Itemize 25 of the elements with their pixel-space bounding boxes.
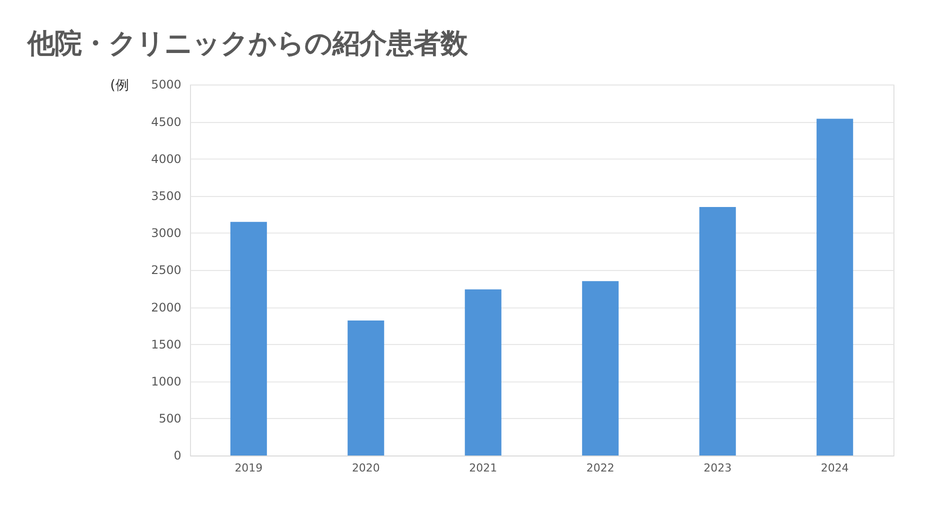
- y-tick-label: 500: [158, 412, 182, 426]
- x-tick-label: 2021: [469, 461, 498, 474]
- bar: [582, 281, 619, 456]
- y-tick-label: 1000: [151, 374, 182, 388]
- y-tick-label: 4000: [151, 152, 182, 166]
- bar: [699, 207, 736, 456]
- x-tick-label: 2020: [352, 461, 380, 474]
- bar: [816, 118, 854, 456]
- y-tick-label: 4500: [151, 114, 182, 129]
- y-tick-label: 5000: [151, 78, 182, 92]
- y-axis-title: (例: [110, 78, 130, 94]
- y-tick-label: 2500: [151, 263, 182, 278]
- bar: [230, 222, 267, 456]
- y-tick-label: 2000: [151, 300, 182, 314]
- x-tick-label: 2024: [820, 461, 849, 474]
- y-tick-label: 1500: [151, 337, 182, 352]
- y-tick-label: 3000: [151, 226, 182, 240]
- bar: [464, 289, 502, 456]
- bar: [348, 320, 384, 456]
- x-tick-label: 2022: [586, 461, 614, 474]
- x-tick-label: 2023: [704, 461, 732, 474]
- x-tick-label: 2019: [234, 461, 263, 474]
- y-tick-label: 3500: [151, 188, 182, 203]
- y-tick-label: 0: [174, 448, 182, 463]
- chart-title: 他院・クリニックからの紹介患者数: [26, 28, 468, 60]
